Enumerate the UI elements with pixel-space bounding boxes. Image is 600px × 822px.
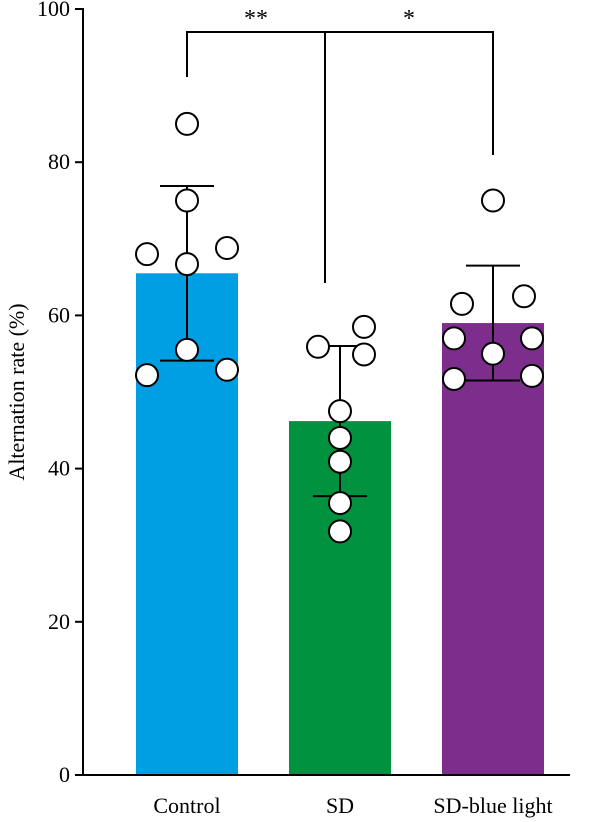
data-point-0-4: [175, 252, 199, 277]
y-tick-label-4: 80: [48, 149, 70, 174]
data-point-0-5: [175, 337, 199, 362]
data-point-1-5: [328, 449, 352, 474]
data-point-0-7: [215, 357, 239, 382]
data-point-1-0: [306, 334, 330, 359]
x-tick-label-1: SD: [326, 793, 354, 818]
significance-label-1: *: [403, 6, 415, 32]
y-axis-title: Alternation rate (%): [4, 303, 29, 480]
data-point-0-3: [215, 235, 239, 260]
y-tick-label-0: 0: [59, 762, 70, 787]
data-point-1-1: [352, 314, 376, 339]
y-tick-label-1: 20: [48, 609, 70, 634]
data-point-1-4: [328, 425, 352, 450]
bar-2: [442, 323, 544, 775]
data-point-0-6: [135, 363, 159, 388]
data-point-0-0: [175, 111, 199, 136]
x-tick-label-2: SD-blue light: [433, 793, 552, 818]
significance-label-0: **: [244, 6, 268, 32]
y-tick-label-5: 100: [37, 0, 70, 21]
points-layer: [135, 111, 544, 544]
significance-layer: ** *: [186, 6, 494, 283]
axes-layer: Control SD SD-blue light 0 20 40 60 80 100: [37, 0, 570, 818]
y-tick-label-3: 60: [48, 302, 70, 327]
x-tick-label-0: Control: [153, 793, 220, 818]
data-point-2-6: [442, 366, 466, 391]
data-point-2-2: [512, 284, 536, 309]
y-tick-label-2: 40: [48, 456, 70, 481]
data-point-0-1: [175, 188, 199, 213]
data-point-2-7: [520, 363, 544, 388]
data-point-1-2: [352, 342, 376, 367]
significance-bracket-1: [324, 31, 494, 283]
significance-bracket-0: [186, 31, 326, 283]
data-point-2-3: [442, 326, 466, 351]
data-point-2-4: [520, 326, 544, 351]
data-point-2-0: [481, 188, 505, 213]
data-point-1-6: [328, 491, 352, 516]
data-point-0-2: [135, 242, 159, 267]
data-point-1-3: [328, 399, 352, 424]
data-point-2-1: [450, 291, 474, 316]
data-point-2-5: [481, 341, 505, 366]
data-point-1-7: [328, 519, 352, 544]
